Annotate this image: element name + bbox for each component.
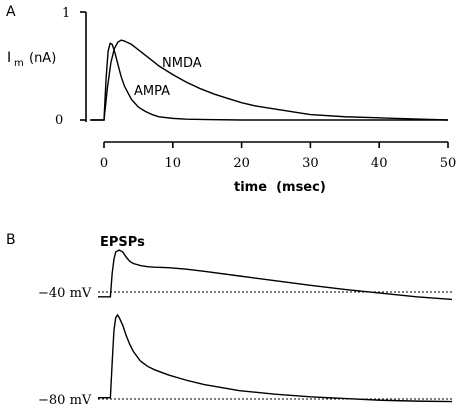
trace-80mv-line <box>98 313 453 403</box>
y-tick-1: 1 <box>62 6 70 21</box>
x-tick-label-10: 10 <box>165 156 182 171</box>
x-tick-label-40: 40 <box>371 156 388 171</box>
trace-40mv-line <box>98 249 453 301</box>
x-axis-label: time (msec) <box>234 180 326 195</box>
trace-40mv-label: −40 mV <box>38 286 92 301</box>
x-axis-tick-labels: 0 10 20 30 40 50 <box>100 156 456 171</box>
x-tick-label-30: 30 <box>302 156 319 171</box>
series-ampa-label: AMPA <box>134 84 170 99</box>
panel-a-label: A <box>6 4 16 20</box>
y-axis-label-sub: m <box>14 58 24 69</box>
panel-b-label: B <box>6 232 16 248</box>
x-tick-label-20: 20 <box>233 156 250 171</box>
series-nmda-label: NMDA <box>162 56 202 71</box>
y-axis-label-unit: (nA) <box>29 51 56 66</box>
x-tick-label-50: 50 <box>440 156 457 171</box>
series-ampa-line <box>90 42 448 121</box>
x-axis-ticks <box>103 142 449 148</box>
trace-80mv-label: −80 mV <box>38 393 92 408</box>
y-axis-label-main: I <box>7 50 11 66</box>
series-nmda-line <box>90 39 449 121</box>
epsps-annotation: EPSPs <box>100 235 145 250</box>
x-tick-label-0: 0 <box>100 156 108 171</box>
y-tick-0: 0 <box>55 113 63 128</box>
y-axis-label: I m (nA) <box>7 50 56 69</box>
